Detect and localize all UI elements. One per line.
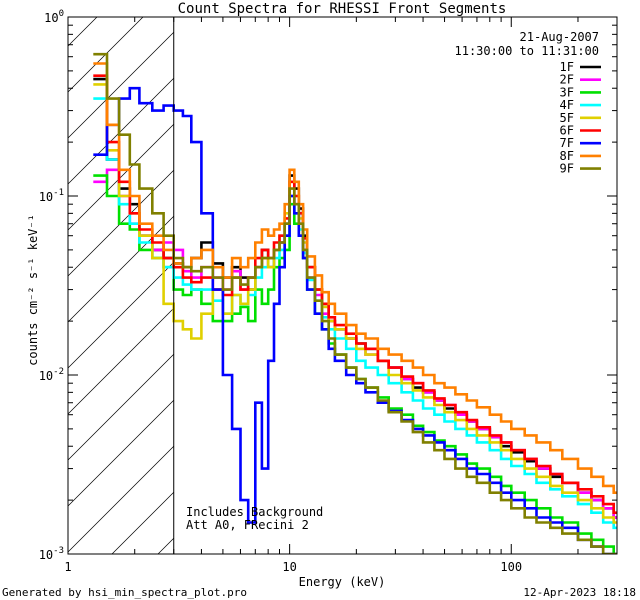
hatch-line <box>68 17 98 47</box>
legend-label-7f: 7F <box>560 136 574 150</box>
x-axis-label: Energy (keV) <box>299 575 386 589</box>
series-8f <box>93 62 617 494</box>
generated-by-label: Generated by hsi_min_spectra_plot.pro <box>2 586 247 599</box>
hatch-line <box>526 0 640 554</box>
series-6f <box>93 74 617 514</box>
annotation-background: Includes Background <box>186 505 323 519</box>
hatch-line <box>68 307 174 415</box>
x-tick-label: 100 <box>500 560 522 574</box>
legend-label-9f: 9F <box>560 162 574 176</box>
timestamp-label: 12-Apr-2023 18:18 <box>523 586 636 599</box>
series-layer <box>93 52 617 554</box>
series-7f <box>93 86 617 554</box>
hatch-line <box>618 0 640 554</box>
legend-label-8f: 8F <box>560 149 574 163</box>
date-label: 21-Aug-2007 <box>520 30 599 44</box>
series-3f <box>93 174 617 554</box>
hatch-line <box>388 0 640 554</box>
y-tick-label: 10-1 <box>39 188 64 204</box>
series-1f <box>93 77 617 519</box>
time-range-label: 11:30:00 to 11:31:00 <box>455 44 600 58</box>
series-4f <box>93 97 617 530</box>
hatch-line <box>204 0 640 554</box>
y-tick-label: 100 <box>44 9 64 25</box>
legend-label-5f: 5F <box>560 111 574 125</box>
y-axis-label: counts cm⁻² s⁻¹ keV⁻¹ <box>26 214 40 366</box>
legend-label-4f: 4F <box>560 98 574 112</box>
series-9f <box>93 52 617 554</box>
legend-label-1f: 1F <box>560 60 574 74</box>
hatch-line <box>68 445 174 553</box>
series-5f <box>93 83 617 524</box>
y-tick-label: 10-3 <box>39 546 64 562</box>
shaded-region-hatch <box>0 0 640 554</box>
x-tick-label: 1 <box>64 560 71 574</box>
hatch-line <box>68 215 174 323</box>
plot-frame <box>67 16 618 555</box>
legend-label-3f: 3F <box>560 85 574 99</box>
axis-ticks: 1 10 100 100 10-1 10-2 10-3 <box>39 9 618 574</box>
y-tick-label: 10-2 <box>39 367 64 383</box>
hatch-line <box>68 353 174 461</box>
legend-label-6f: 6F <box>560 124 574 138</box>
hatch-line <box>0 0 108 554</box>
x-tick-label: 10 <box>282 560 296 574</box>
hatch-line <box>68 77 174 185</box>
legend-label-2f: 2F <box>560 73 574 87</box>
hatch-line <box>572 0 640 554</box>
hatch-line <box>68 399 174 507</box>
hatch-line <box>68 17 144 93</box>
annotation-attenuator: Att A0, FRecini 2 <box>186 518 309 532</box>
chart-title: Count Spectra for RHESSI Front Segments <box>178 1 507 17</box>
hatch-line <box>68 169 174 277</box>
